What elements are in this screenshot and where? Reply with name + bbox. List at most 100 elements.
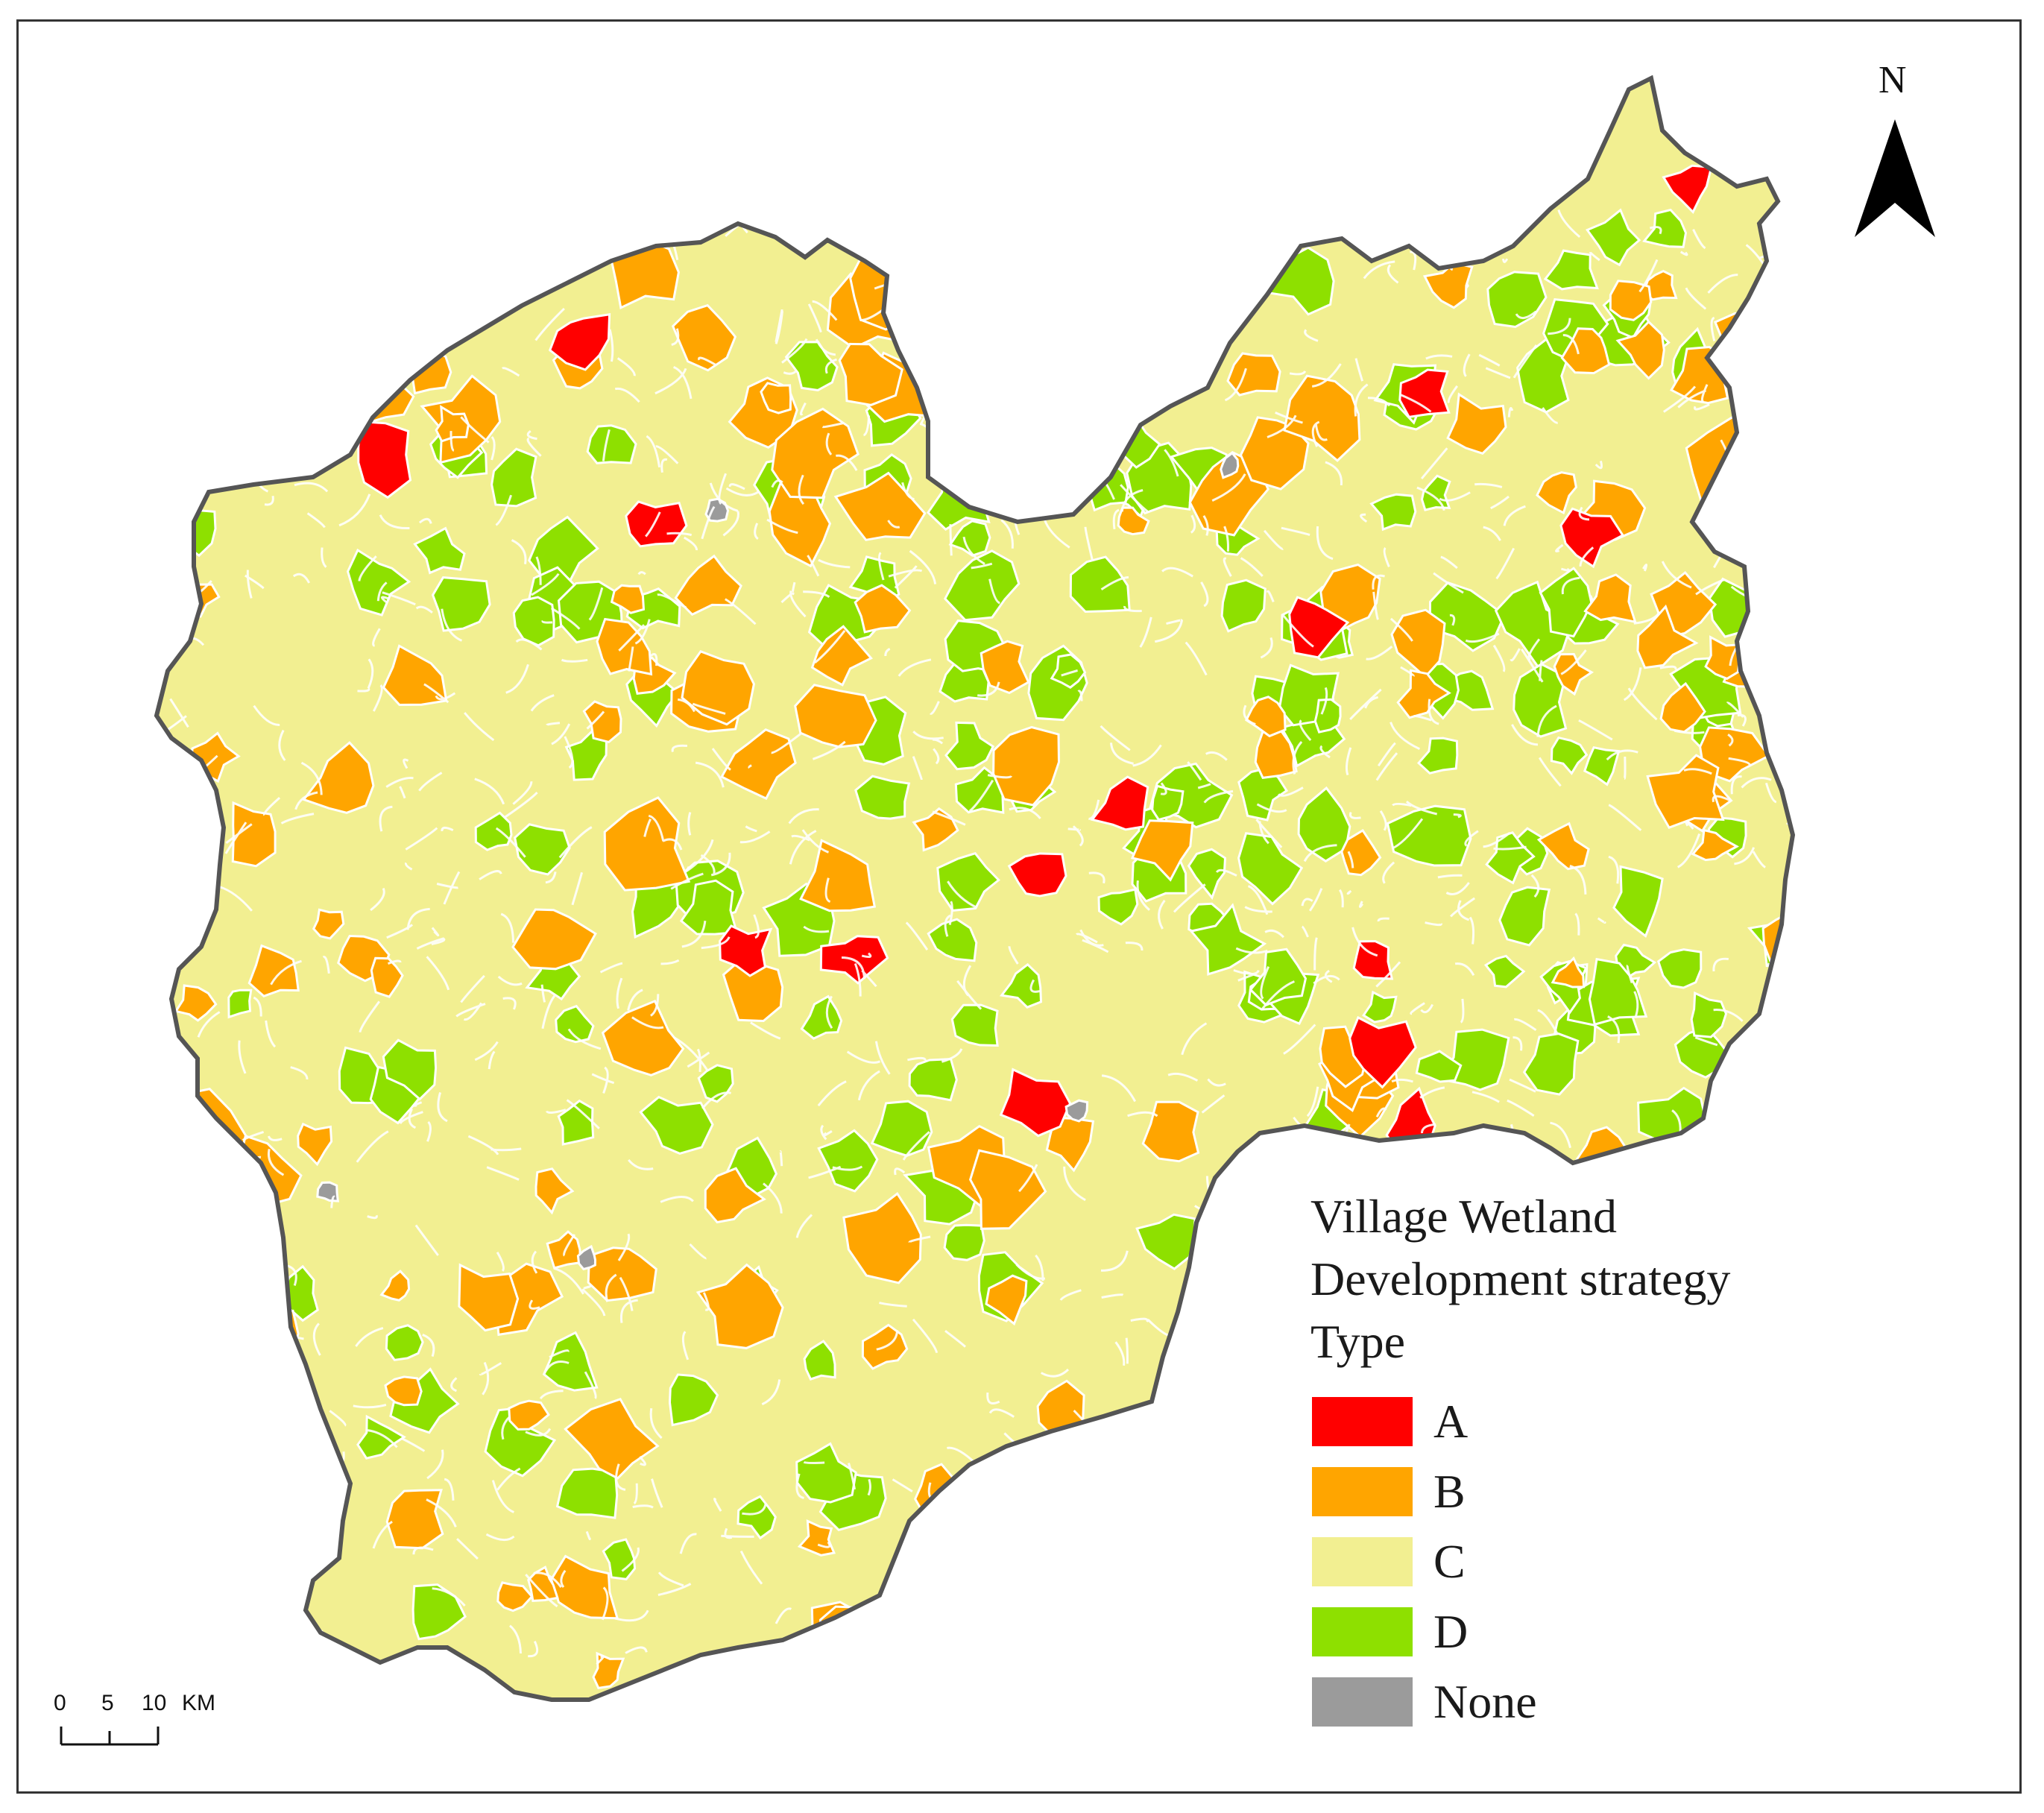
village-type-b [302,741,375,814]
village-type-d [528,515,599,586]
village-type-b [1611,1630,1686,1700]
village-type-b [695,1263,784,1349]
scale-unit: KM [182,1691,215,1715]
village-type-b [1588,1498,1647,1556]
village-type-b [1515,1500,1588,1562]
village-type-d [385,1324,424,1361]
village-type-d [1612,865,1664,939]
legend-swatch-d [1312,1607,1413,1656]
village-type-d [1677,1452,1726,1502]
legend-title-line2: Development strategy [1310,1252,1731,1305]
village-type-d [952,1522,1005,1581]
village-type-b [980,640,1030,695]
village-type-d [1050,653,1087,689]
village-type-b [511,908,597,971]
village-type-b [794,684,877,748]
village-type-b [408,348,452,395]
legend-label-none: None [1433,1675,1537,1728]
village-type-d [1189,903,1267,976]
village-type-b [527,1566,559,1602]
legend-swatch-a [1312,1397,1413,1446]
village-type-b [1283,374,1361,462]
village-type-d [1550,736,1589,775]
village-type-d [1069,555,1131,614]
village-type-b [1135,247,1193,310]
village-type-b [1117,506,1150,536]
village-type-d [948,520,991,557]
legend-item-a: A [1312,1395,1468,1448]
legend-label-c: C [1433,1535,1466,1588]
village-type-d [1362,990,1398,1024]
legend-swatch-c [1312,1537,1413,1586]
village-type-a [1007,852,1067,898]
village-type-d [232,1355,274,1391]
village-type-b [912,807,959,852]
village-type-d [1629,1193,1682,1241]
village-type-b [671,303,737,372]
village-type-d [954,766,1005,814]
village-type-b [720,728,797,801]
village-type-d [1547,1650,1597,1692]
north-label: N [1879,59,1907,101]
village-type-b [1646,754,1725,830]
village-type-b [1536,822,1590,871]
village-type-b [1446,392,1507,455]
village-type-b [1745,1215,1793,1287]
village-type-b [1606,1308,1659,1366]
legend-title-line1: Village Wetland [1310,1190,1618,1243]
village-type-b [257,399,325,466]
village-type-b [1629,1346,1694,1425]
village-type-d [817,1129,879,1193]
village-type-b [379,1270,411,1302]
village-type-d [1588,957,1648,1027]
village-type-b [1141,1100,1200,1163]
village-type-a [1559,507,1625,569]
village-type-d [1369,493,1417,532]
legend-item-b: B [1312,1465,1466,1518]
village-type-b [810,625,873,687]
village-type-b [174,984,218,1022]
village-type-b [1560,1562,1628,1619]
village-type-a [357,420,412,499]
village-type-d [1483,954,1526,989]
legend-swatch-b [1312,1467,1413,1516]
village-type-b [204,1512,273,1583]
village-type-b [1049,253,1105,307]
village-type-d [1185,214,1235,278]
village-type-b [1659,681,1706,734]
village-type-b [964,341,1034,432]
village-type-d [356,1414,406,1460]
north-arrow-icon [1855,119,1935,237]
village-type-d [227,989,253,1019]
village-type-b [384,1375,423,1407]
village-type-d [1016,1620,1083,1675]
village-type-d [803,1340,836,1381]
village-type-b [610,584,646,614]
village-type-a [625,500,688,548]
village-type-b [1104,1584,1161,1633]
village-type-d [1690,991,1728,1038]
village-type-d [347,548,411,617]
village-type-b [564,1397,660,1480]
village-type-b [1018,382,1067,432]
village-type-a [1090,775,1149,831]
village-type-b [385,1489,444,1550]
village-type-b [164,1199,218,1255]
village-type-b [1193,204,1266,285]
village-type-b [496,1581,534,1612]
village-type-d [1067,211,1120,258]
village-type-d [1187,848,1227,901]
village-type-b [587,1246,657,1302]
village-type-d [1151,784,1185,822]
village-type-b [1484,1341,1557,1399]
village-type-b [722,958,784,1023]
village-type-b [981,1581,1042,1626]
village-type-d [1064,409,1117,456]
village-type-b [174,1565,221,1632]
village-type-b [842,1192,922,1284]
legend-item-d: D [1312,1605,1468,1658]
village-type-d [234,1332,283,1393]
